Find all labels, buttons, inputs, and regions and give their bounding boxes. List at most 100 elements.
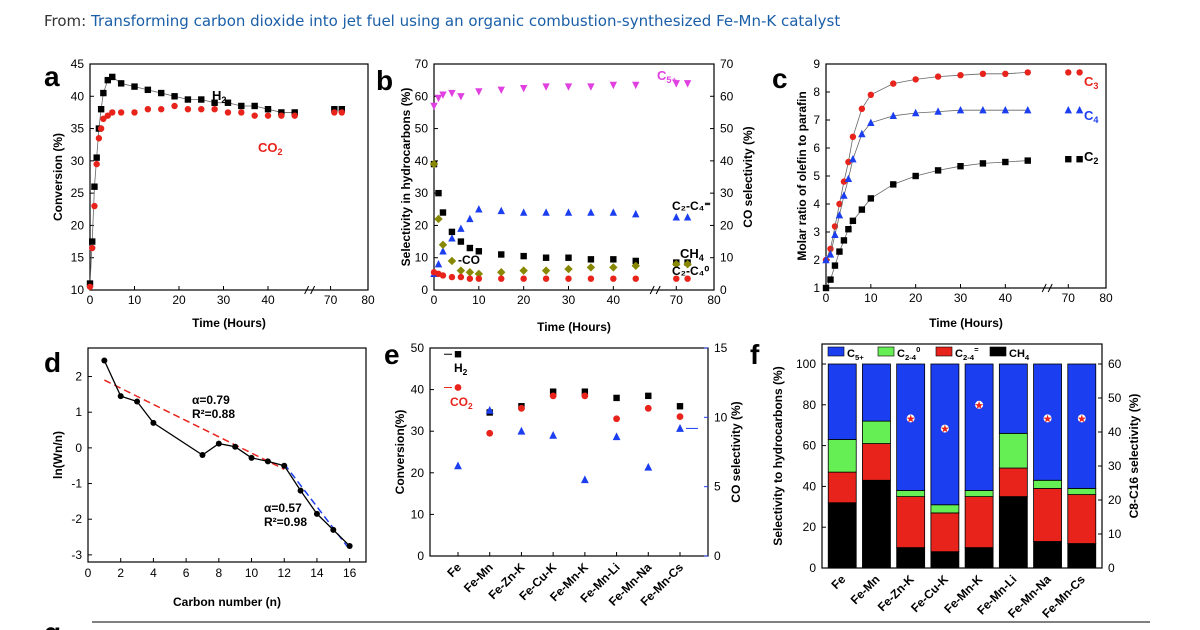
panel-d-xtick-label: 10	[245, 566, 259, 580]
panel-c-C2-point	[831, 262, 839, 269]
panel-e-h2-point	[454, 351, 462, 358]
panel-b-xtick-label: 80	[707, 293, 721, 307]
panel-b-c2c4-paraffin-label: C₂-C₄⁰	[672, 264, 709, 278]
panel-c-xtick-label: 70	[1062, 291, 1076, 305]
panel-f-legend-swatch	[827, 346, 845, 357]
panel-c-C4-point	[840, 191, 848, 199]
panel-e-co2-label: CO2	[450, 395, 473, 411]
panel-f-bar-CH4	[964, 547, 994, 569]
panel-c-C3-point	[957, 72, 964, 79]
panel-f-bar-C5+	[998, 363, 1028, 434]
panel-f-bar-CH4	[998, 496, 1028, 569]
panel-c-C3-point	[979, 70, 987, 78]
panel-b-C2-C4=-point	[632, 209, 640, 218]
panel-c-C2-point	[840, 237, 848, 244]
panel-c-C4-point	[934, 107, 942, 115]
panel-b-C5+-point	[672, 80, 680, 88]
panel-c-frame	[825, 63, 1107, 289]
panel-a-H2-point	[331, 106, 338, 113]
panel-f-bar-CH4	[862, 479, 891, 569]
panel-d-point	[313, 510, 320, 517]
panel-e-h2-point	[581, 388, 589, 395]
panel-c-c4-label: C4	[1084, 108, 1099, 125]
panel-c-letter: c	[772, 63, 788, 94]
panel-c-C2-point	[1024, 157, 1031, 164]
panel-f-bar-CH4	[896, 547, 926, 569]
panel-d-data-line	[103, 360, 351, 547]
panel-a-H2-point	[93, 154, 100, 161]
panel-b-C5+-point	[632, 81, 640, 90]
panel-b-C5+-point	[439, 91, 447, 99]
panel-c-ytick-label: 7	[813, 113, 820, 127]
panel-e-y2tick-label: 0	[714, 549, 721, 563]
panel-e-co-point	[517, 426, 526, 435]
panel-d-xtick-label: 14	[310, 566, 324, 580]
panel-d-xtick-label: 8	[215, 566, 222, 580]
panel-b-CO-point	[683, 259, 692, 269]
panel-e-y2label: CO selectivity (%)	[729, 401, 743, 502]
panel-a-xtick-label: 80	[361, 293, 375, 307]
panel-d-r2-2: R²=0.98	[264, 515, 307, 529]
panel-b-CO-point	[474, 269, 484, 279]
panel-d-point	[281, 462, 288, 469]
panel-b-C5+-point	[448, 89, 456, 98]
panel-a-CO2-point	[89, 244, 96, 252]
panel-f-bar-CH4	[1033, 541, 1062, 569]
panel-b-ytick-label: 70	[415, 57, 429, 71]
panel-a-CO2-point	[171, 102, 178, 110]
panel-b-CH4-point	[435, 189, 442, 197]
panel-c-ylabel: Molar ratio of olefin to parafin	[795, 91, 809, 260]
panel-b-CH4-point	[520, 252, 527, 260]
panel-e-y2tick-label: 5	[714, 480, 721, 494]
panel-b-C2-C40-point	[565, 275, 572, 282]
panel-e-ylabel: Conversion(%)	[393, 410, 407, 495]
panel-e-letter: e	[384, 339, 400, 370]
panel-b-C5+-point	[564, 83, 573, 91]
panel-a-CO2-point	[291, 112, 298, 119]
panel-b-CO-point	[438, 240, 448, 249]
panel-b-C2-C4=-point	[587, 208, 595, 216]
panel-f-bar-C2-40	[862, 420, 891, 444]
panel-a-CO2-point	[95, 135, 103, 142]
panel-b-xlabel: Time (Hours)	[537, 320, 611, 334]
panel-b-C2-C4=-point	[497, 206, 505, 215]
panel-e-co2-point	[581, 392, 589, 400]
panel-f-c8c16-marker-bg	[906, 414, 915, 423]
panel-a-H2-point	[171, 93, 178, 100]
panel-c-C4-point	[956, 106, 965, 114]
panel-a-CO2-point	[93, 160, 100, 168]
panel-c-C4-point	[979, 106, 987, 114]
panel-b-C2-C4=-point	[672, 213, 680, 221]
panel-d-ylabel: ln(Wn/n)	[51, 431, 65, 479]
panel-e-ytick-label: 30	[411, 424, 425, 438]
article-title-link[interactable]: Transforming carbon dioxide into jet fue…	[91, 12, 841, 30]
panel-b-C2-C4=-point	[457, 224, 465, 232]
panel-a-H2-point	[291, 109, 298, 116]
panel-b-y2tick-label: 10	[720, 251, 734, 265]
panel-d-point	[215, 440, 222, 447]
panel-b-C5+-point	[542, 83, 550, 91]
panel-c-C4-point	[849, 155, 857, 163]
figure-source-line: From: Transforming carbon dioxide into j…	[44, 12, 840, 30]
panel-e-frame	[429, 347, 709, 557]
panel-a-H2-point	[251, 102, 258, 110]
panel-c-C4-point	[835, 211, 844, 219]
panel-b-CO-point	[541, 266, 551, 275]
panel-f-c8c16-marker: ★	[1077, 413, 1087, 425]
panel-e-co-point	[580, 475, 589, 484]
panel-e-h2-point	[676, 403, 684, 410]
panel-d-point	[264, 458, 271, 465]
panel-c-C2-point	[867, 195, 875, 202]
panel-c-C2-point	[1065, 156, 1072, 163]
panel-d-xlabel: Carbon number (n)	[173, 595, 281, 609]
panel-a-CO2-point	[97, 125, 105, 132]
panel-d-point	[117, 393, 124, 400]
panel-a-CO2-point	[338, 109, 346, 116]
axis-break-mark	[655, 285, 661, 295]
panel-c-C3-point	[890, 80, 897, 87]
panel-a-H2-point	[198, 96, 205, 103]
panel-b-C2-C40-point	[542, 275, 550, 282]
panel-f-ylabel: Selectivity to hydrocarbons (%)	[771, 366, 785, 545]
panel-a-CO2-point	[91, 202, 98, 210]
panel-d-point	[199, 452, 206, 458]
